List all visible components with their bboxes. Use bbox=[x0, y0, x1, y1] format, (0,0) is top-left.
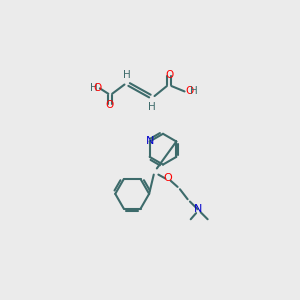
Text: N: N bbox=[146, 136, 154, 146]
Text: H: H bbox=[90, 83, 98, 93]
Text: O: O bbox=[165, 70, 173, 80]
Text: H: H bbox=[148, 102, 156, 112]
Text: N: N bbox=[194, 204, 202, 214]
Text: O: O bbox=[163, 173, 172, 184]
Text: H: H bbox=[123, 70, 131, 80]
Text: O: O bbox=[185, 86, 193, 96]
Text: O: O bbox=[93, 83, 102, 93]
Text: H: H bbox=[190, 86, 198, 96]
Text: O: O bbox=[106, 100, 114, 110]
